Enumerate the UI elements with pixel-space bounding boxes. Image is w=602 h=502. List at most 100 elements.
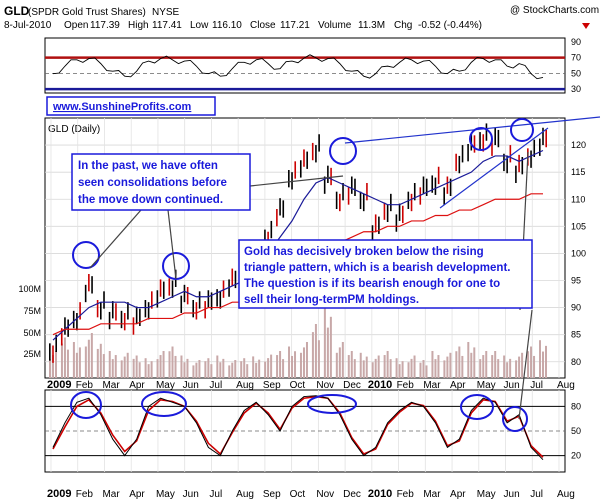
stoch-tick-label: 20 <box>571 451 581 461</box>
volume-bar <box>398 364 401 378</box>
volume-bar <box>410 358 413 378</box>
volume-bar <box>255 362 258 378</box>
volume-bar <box>425 365 428 378</box>
stoch-highlight <box>307 394 357 414</box>
volume-bar <box>515 360 518 378</box>
volume-bar <box>314 324 317 378</box>
volume-bar <box>243 358 246 378</box>
right-note-line-4: sell their long-termPM holdings. <box>244 294 419 306</box>
volume-bar <box>359 352 362 378</box>
open-value: 117.39 <box>90 20 120 31</box>
volume-bar <box>326 327 329 378</box>
stoch-highlight <box>70 391 102 419</box>
x-month-label: Mar <box>423 489 441 500</box>
low-value: 116.10 <box>212 20 242 31</box>
header-exchange: NYSE <box>152 7 180 18</box>
volume-bar <box>96 348 99 378</box>
x-month-label: Jul <box>530 489 543 500</box>
volume-bar <box>509 358 512 378</box>
volume-bar <box>49 359 51 378</box>
volume-bar <box>282 359 285 378</box>
left-note-line-3: the move down continued. <box>78 194 223 206</box>
volume-bar <box>135 355 138 378</box>
upper-trendline <box>344 116 601 144</box>
chg-value: -0.52 (-0.44%) <box>418 20 482 31</box>
x-month-label: Oct <box>290 380 306 391</box>
volume-bar <box>374 358 377 378</box>
x-year-label: 2010 <box>368 488 392 500</box>
highlight-circle <box>329 137 357 165</box>
high-value: 117.41 <box>152 20 182 31</box>
x-month-label: Nov <box>316 380 334 391</box>
volume-bar <box>231 362 234 378</box>
chg-label: Chg <box>394 20 412 31</box>
price-tick-label: 90 <box>571 303 581 313</box>
lower-trendline <box>439 127 549 209</box>
rsi-tick-label: 90 <box>571 37 581 47</box>
volume-bar <box>413 355 416 378</box>
volume-bar <box>147 364 150 378</box>
close-label: Close <box>250 20 276 31</box>
stoch-highlight <box>460 394 494 420</box>
stochastic-layer: 20 50 80 <box>45 395 581 461</box>
header-date: 8-Jul-2010 <box>4 20 52 31</box>
low-label: Low <box>190 20 209 31</box>
url-link[interactable]: www.SunshineProfits.com <box>52 101 192 113</box>
volume-bar <box>419 362 422 378</box>
rsi-tick-label: 50 <box>571 68 581 78</box>
volume-bar <box>479 359 482 378</box>
x-month-label: Feb <box>397 380 415 391</box>
volume-bar <box>270 354 273 378</box>
volume-bar <box>132 358 135 378</box>
right-note-line-2: triangle pattern, which is a bearish dev… <box>244 262 510 274</box>
x-month-label: Mar <box>102 489 120 500</box>
price-tick-label: 85 <box>571 330 581 340</box>
x-month-label: Sep <box>263 380 281 391</box>
pointer-line <box>518 309 533 420</box>
volume-bar <box>198 360 201 378</box>
price-tick-label: 120 <box>571 140 586 150</box>
volume-bar <box>162 351 165 378</box>
volume-bar <box>102 354 105 378</box>
stoch-tick-label: 80 <box>571 401 581 411</box>
volume-bar <box>299 352 302 378</box>
volume-bar <box>228 365 231 378</box>
volume-bar <box>503 355 506 378</box>
x-month-label: Jun <box>183 489 199 500</box>
x-month-label: Sep <box>263 489 281 500</box>
volume-bar <box>114 355 117 378</box>
volume-bar <box>63 337 66 378</box>
volume-bar <box>183 362 186 378</box>
volume-bar <box>90 333 93 378</box>
volume-bar <box>485 351 488 378</box>
x-year-label: 2009 <box>47 379 71 391</box>
volume-bar <box>317 340 320 378</box>
volume-bar <box>422 360 425 378</box>
volume-bar <box>294 351 297 378</box>
x-month-label: Apr <box>450 380 466 391</box>
high-label: High <box>128 20 149 31</box>
volume-bar <box>210 364 213 378</box>
volume-bar <box>305 342 308 378</box>
rsi-layer: 30 50 70 90 <box>45 37 581 94</box>
volume-bar <box>126 352 129 378</box>
volume-bar <box>530 346 533 378</box>
volume-bar <box>494 351 497 378</box>
volume-bar <box>234 360 237 378</box>
rsi-tick-label: 30 <box>571 84 581 94</box>
x-year-label: 2009 <box>47 488 71 500</box>
x-month-label: Jul <box>530 380 543 391</box>
right-note-line-1: Gold has decisively broken below the ris… <box>244 246 484 258</box>
volume-tick-label: 50M <box>23 328 41 338</box>
volume-bar <box>240 361 243 378</box>
volume-bar <box>458 346 461 378</box>
pointer-line <box>249 175 344 187</box>
volume-bar <box>279 351 282 378</box>
volume-bar <box>246 364 249 378</box>
price-layer <box>48 123 548 363</box>
volume-bar <box>446 356 449 378</box>
volume-bar <box>362 360 365 378</box>
highlight-circle <box>469 127 493 151</box>
stoch-tick-label: 50 <box>571 426 581 436</box>
url-box <box>46 96 216 116</box>
